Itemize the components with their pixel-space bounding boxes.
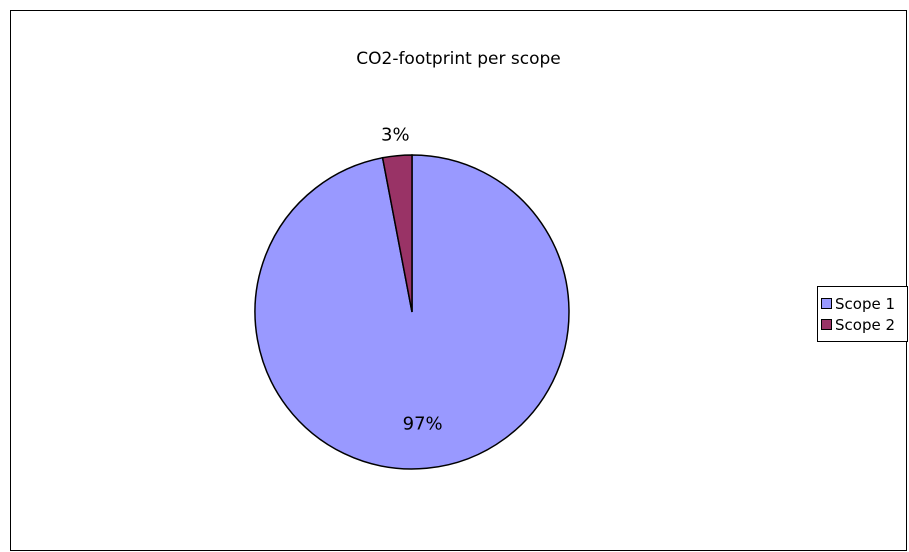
pie-slice-scope-2: [381, 154, 413, 313]
legend-swatch-scope-1: [821, 298, 832, 309]
data-label-scope-2: 3%: [381, 124, 410, 145]
legend-item-scope-1: Scope 1: [821, 293, 907, 314]
pie-chart: 97% 3%: [254, 124, 570, 470]
legend-swatch-scope-2: [821, 319, 832, 330]
legend-label-scope-2: Scope 2: [835, 315, 896, 334]
chart-title: CO2-footprint per scope: [356, 49, 561, 69]
chart-area: CO2-footprint per scope 97% 3% Scope 1 Sc…: [10, 10, 908, 551]
legend-item-scope-2: Scope 2: [821, 314, 907, 335]
data-label-scope-1: 97%: [403, 414, 443, 435]
legend-label-scope-1: Scope 1: [835, 294, 896, 313]
legend: Scope 1 Scope 2: [817, 286, 908, 342]
